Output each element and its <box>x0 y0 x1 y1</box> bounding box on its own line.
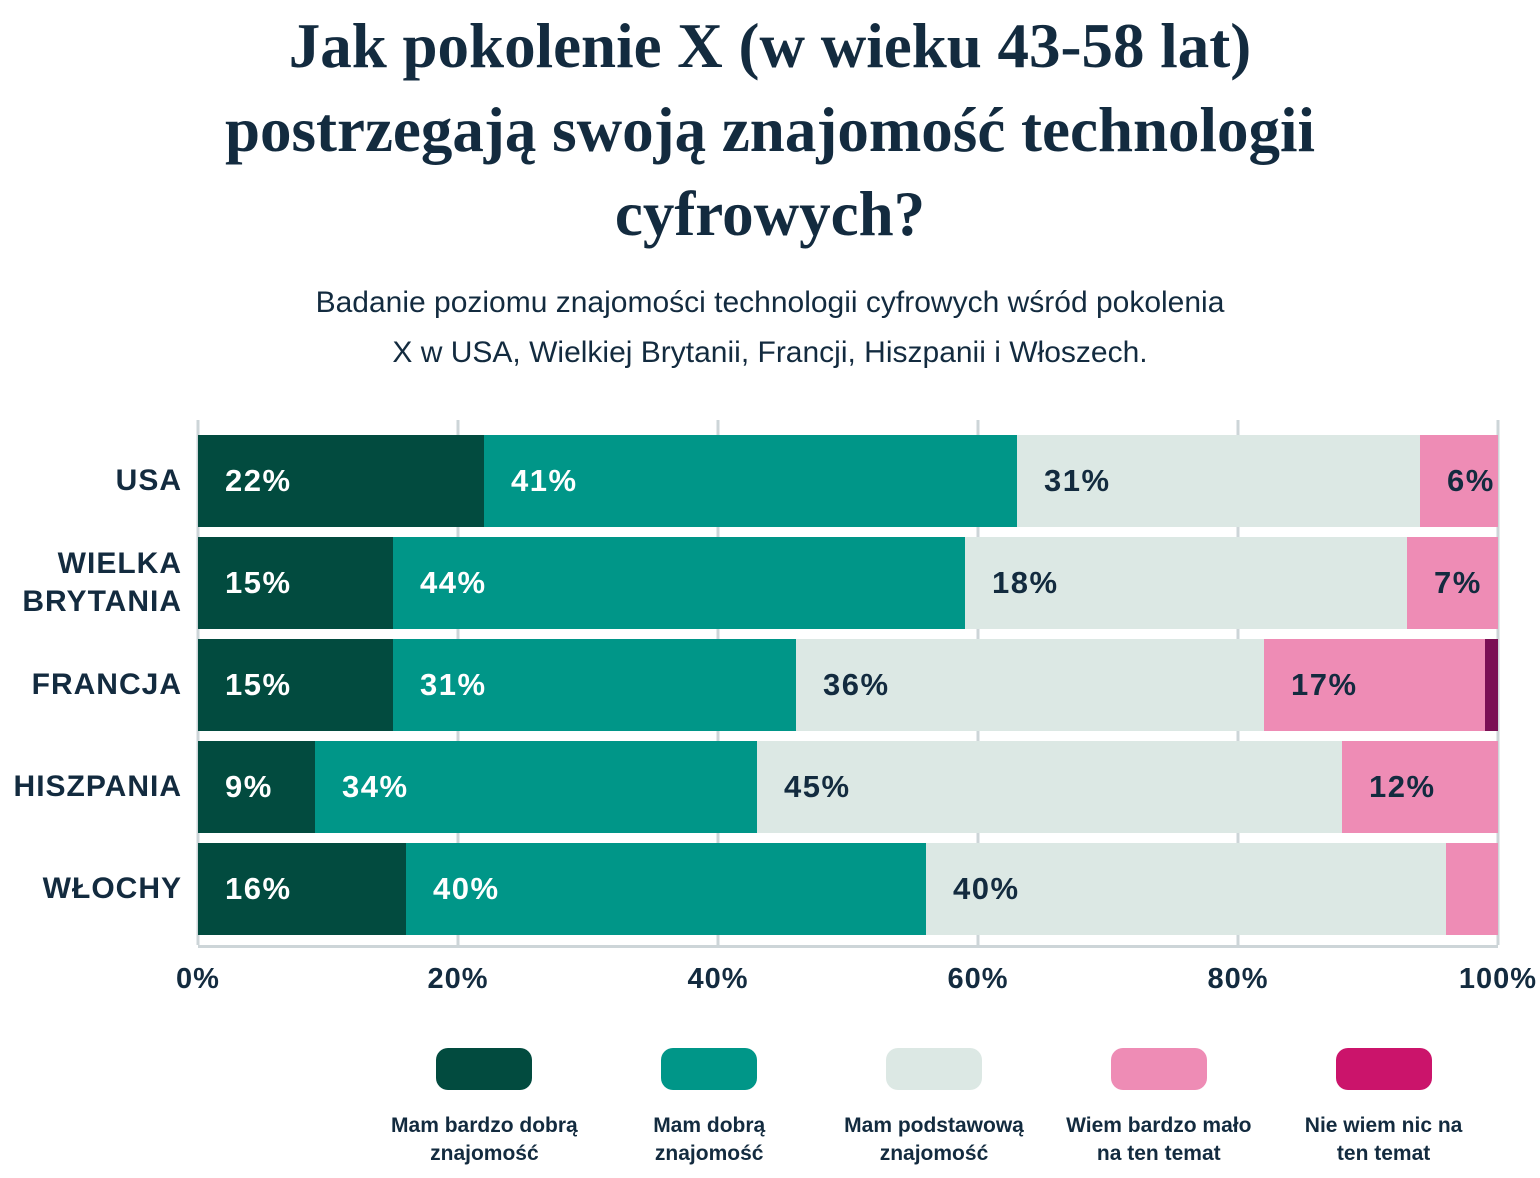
x-axis-tick-label: 80% <box>1207 963 1269 995</box>
segment-value-label: 36% <box>823 667 890 702</box>
stacked-bar: 22% 41% 31% 6% <box>198 435 1498 527</box>
stacked-bar-chart: USA 22% 41% 31% 6% WIELKA BRYTANIA 15% 44% 18% 7%… <box>0 420 1540 948</box>
bar-segment-dark_magenta <box>1485 639 1498 731</box>
legend-label: Mam bardzo dobrą znajomość <box>391 1112 578 1168</box>
segment-value-label: 41% <box>511 463 578 498</box>
legend-swatch-magenta <box>1335 1048 1432 1090</box>
segment-value-label: 9% <box>225 769 273 804</box>
stacked-bar: 16% 40% 40% <box>198 843 1498 935</box>
legend-swatch-teal <box>661 1048 758 1090</box>
legend-swatch-pink <box>1110 1048 1207 1090</box>
bar-segment-light: 31% <box>1017 435 1420 527</box>
legend-label: Mam dobrą znajomość <box>653 1112 765 1168</box>
legend-label-line: znajomość <box>654 1142 764 1165</box>
legend-swatch-dark_green <box>436 1048 533 1090</box>
bar-segment-dark_green: 9% <box>198 741 315 833</box>
segment-value-label: 15% <box>225 667 292 702</box>
bar-rows: USA 22% 41% 31% 6% WIELKA BRYTANIA 15% 44% 18% 7%… <box>0 435 1540 945</box>
country-label: HISZPANIA <box>13 770 182 803</box>
segment-value-label: 34% <box>342 769 409 804</box>
bar-segment-teal: 41% <box>484 435 1017 527</box>
segment-value-label: 17% <box>1291 667 1358 702</box>
segment-value-label: 40% <box>953 871 1020 906</box>
segment-value-label: 40% <box>433 871 500 906</box>
segment-value-label: 44% <box>420 565 487 600</box>
segment-value-label: 22% <box>225 463 292 498</box>
bar-segment-teal: 31% <box>393 639 796 731</box>
segment-value-label: 31% <box>420 667 487 702</box>
bar-segment-dark_green: 16% <box>198 843 406 935</box>
bar-segment-teal: 34% <box>315 741 757 833</box>
legend-item: Mam bardzo dobrą znajomość <box>372 1048 597 1168</box>
bar-segment-light: 45% <box>757 741 1342 833</box>
segment-value-label: 18% <box>992 565 1059 600</box>
chart-row: WŁOCHY 16% 40% 40% <box>0 843 1540 935</box>
chart-row: WIELKA BRYTANIA 15% 44% 18% 7% <box>0 537 1540 629</box>
bar-segment-teal: 40% <box>406 843 926 935</box>
legend-label-line: Mam dobrą <box>653 1114 766 1137</box>
legend-item: Mam dobrą znajomość <box>597 1048 822 1168</box>
stacked-bar: 15% 44% 18% 7% <box>198 537 1498 629</box>
x-axis-tick-label: 40% <box>687 963 749 995</box>
bar-segment-light: 40% <box>926 843 1446 935</box>
segment-value-label: 7% <box>1434 565 1482 600</box>
bar-segment-dark_green: 22% <box>198 435 484 527</box>
legend-swatch-light <box>885 1048 982 1090</box>
legend-label-line: Nie wiem nic na <box>1304 1114 1463 1137</box>
legend-label: Mam podstawową znajomość <box>844 1112 1024 1168</box>
x-axis: 0% 20% 40% 60% 80% 100% <box>176 963 1536 1003</box>
chart-row: FRANCJA 15% 31% 36% 17% <box>0 639 1540 731</box>
legend-label-line: Mam podstawową <box>844 1114 1024 1137</box>
segment-value-label: 12% <box>1369 769 1436 804</box>
bar-segment-dark_green: 15% <box>198 639 393 731</box>
stacked-bar: 15% 31% 36% 17% <box>198 639 1498 731</box>
segment-value-label: 45% <box>784 769 851 804</box>
country-label: WŁOCHY <box>42 872 182 905</box>
chart-row: HISZPANIA 9% 34% 45% 12% <box>0 741 1540 833</box>
x-axis-tick-label: 100% <box>1458 963 1538 995</box>
country-label: FRANCJA <box>31 668 182 701</box>
segment-value-label: 15% <box>225 565 292 600</box>
gridline-100% <box>1496 420 1500 945</box>
chart-title-line-2: postrzegają swoją znajomość technologii <box>224 95 1316 165</box>
bar-segment-light: 18% <box>965 537 1407 629</box>
legend-label-line: na ten temat <box>1096 1142 1221 1165</box>
country-label: WIELKA BRYTANIA <box>22 547 182 618</box>
chart-subtitle-line-2: X w USA, Wielkiej Brytanii, Francji, His… <box>392 336 1148 369</box>
legend-item: Nie wiem nic na ten temat <box>1271 1048 1496 1168</box>
chart-title: Jak pokolenie X (w wieku 43-58 lat) post… <box>0 4 1540 256</box>
legend-label-line: ten temat <box>1336 1142 1431 1165</box>
segment-value-label: 6% <box>1447 463 1495 498</box>
chart-subtitle: Badanie poziomu znajomości technologii c… <box>0 278 1540 378</box>
legend-label: Wiem bardzo mało na ten temat <box>1066 1112 1251 1168</box>
legend-item: Wiem bardzo mało na ten temat <box>1046 1048 1271 1168</box>
segment-value-label: 31% <box>1044 463 1111 498</box>
bar-segment-pink: 6% <box>1420 435 1498 527</box>
chart-row: USA 22% 41% 31% 6% <box>0 435 1540 527</box>
x-axis-tick-label: 60% <box>947 963 1009 995</box>
legend-label-line: znajomość <box>879 1142 989 1165</box>
bar-segment-pink: 12% <box>1342 741 1498 833</box>
bar-segment-light: 36% <box>796 639 1264 731</box>
x-axis-tick-label: 20% <box>427 963 489 995</box>
legend-label-line: Wiem bardzo mało <box>1066 1114 1252 1137</box>
segment-value-label: 16% <box>225 871 292 906</box>
x-axis-tick-label: 0% <box>176 963 220 995</box>
country-label: USA <box>115 464 182 497</box>
legend-label-line: znajomość <box>430 1142 539 1165</box>
bar-segment-pink <box>1446 843 1498 935</box>
stacked-bar: 9% 34% 45% 12% <box>198 741 1498 833</box>
legend-label: Nie wiem nic na ten temat <box>1305 1112 1463 1168</box>
bar-segment-pink: 17% <box>1264 639 1485 731</box>
legend: Mam bardzo dobrą znajomość Mam dobrą znajom… <box>372 1048 1496 1168</box>
chart-title-line-1: Jak pokolenie X (w wieku 43-58 lat) <box>288 11 1252 81</box>
chart-subtitle-line-1: Badanie poziomu znajomości technologii c… <box>315 286 1225 319</box>
bar-segment-pink: 7% <box>1407 537 1498 629</box>
bar-segment-teal: 44% <box>393 537 965 629</box>
legend-item: Mam podstawową znajomość <box>822 1048 1047 1168</box>
legend-label-line: Mam bardzo dobrą <box>391 1114 578 1137</box>
bar-segment-dark_green: 15% <box>198 537 393 629</box>
chart-title-line-3: cyfrowych? <box>614 179 926 249</box>
